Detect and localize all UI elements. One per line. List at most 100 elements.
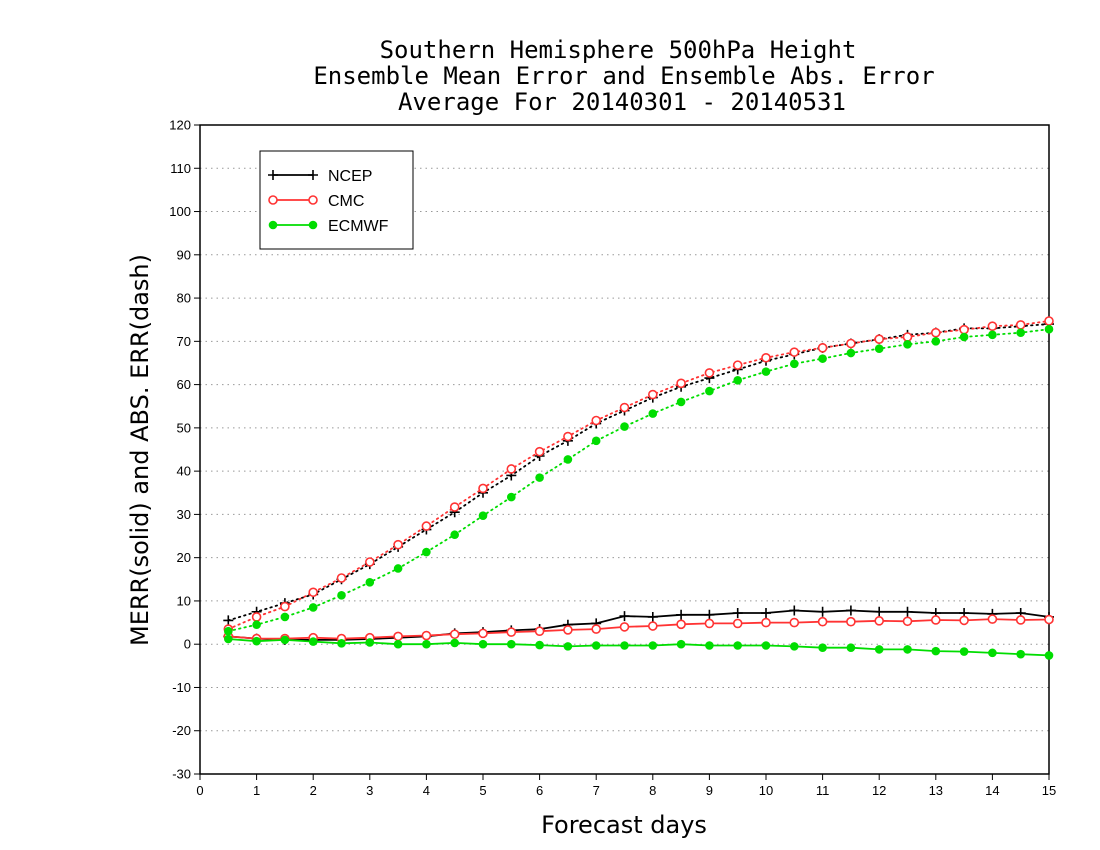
x-tick-label: 0 [196, 783, 203, 798]
y-tick-label: 50 [177, 420, 191, 435]
ecmwf-merr-point [224, 634, 233, 644]
ecmwf-merr-point [959, 647, 969, 656]
cmc-merr-point [563, 625, 573, 635]
ecmwf-merr-point [280, 635, 290, 645]
x-tick-label: 10 [759, 783, 773, 798]
y-tick-label: -10 [172, 680, 191, 695]
ecmwf-abs-err-point [393, 564, 403, 573]
ecmwf-merr-point [846, 643, 856, 652]
cmc-abs-err-point [591, 415, 602, 426]
ecmwf-abs-err-point [931, 337, 941, 346]
ecmwf-abs-err-point [563, 455, 573, 464]
x-tick-label: 2 [310, 783, 317, 798]
y-tick-label: 110 [170, 161, 191, 176]
cmc-merr-point [987, 614, 998, 624]
cmc-abs-err-point [676, 378, 686, 389]
ecmwf-merr-point [1016, 649, 1025, 659]
x-tick-label: 9 [706, 783, 713, 798]
x-tick-label: 13 [929, 783, 943, 798]
y-tick-label: 80 [177, 291, 191, 306]
ecmwf-abs-err-point [648, 409, 658, 418]
ecmwf-abs-err-point [507, 492, 516, 502]
ecmwf-merr-point [903, 645, 912, 654]
plot-frame [199, 124, 1050, 775]
cmc-abs-err-point [647, 389, 658, 400]
ecmwf-merr-point [478, 639, 488, 649]
y-tick-label: 120 [169, 118, 191, 133]
y-tick-label: 90 [177, 247, 191, 262]
ecmwf-merr-point [790, 642, 799, 651]
cmc-merr-point [676, 619, 686, 630]
ecmwf-abs-err-point [365, 578, 375, 587]
cmc-merr-point [930, 615, 941, 625]
ecmwf-merr-point [337, 639, 346, 648]
cmc-merr-point [449, 629, 460, 640]
ecmwf-merr-line [228, 638, 1050, 657]
y-tick-label: 40 [177, 464, 191, 479]
cmc-abs-err-point [1044, 316, 1054, 326]
cmc-abs-err-line [227, 320, 1050, 630]
cmc-abs-err-point [421, 521, 432, 531]
ecmwf-abs-err-point [705, 386, 714, 396]
ecmwf-merr-point [818, 643, 827, 652]
x-tick-label: 12 [872, 783, 886, 798]
cmc-abs-err-point [449, 502, 460, 512]
series-cmc [223, 316, 1054, 644]
chart-title-line-3: Average For 20140301 - 20140531 [398, 88, 846, 116]
ncep-merr-point [817, 606, 828, 617]
y-tick-label: 70 [177, 334, 191, 349]
ecmwf-abs-err-point [591, 436, 601, 446]
ecmwf-abs-err-point [676, 397, 686, 407]
cmc-abs-err-point [987, 321, 998, 331]
ecmwf-merr-point [648, 641, 658, 650]
legend-label: CMC [328, 193, 364, 210]
ecmwf-abs-err-point [422, 547, 431, 557]
ecmwf-merr-point [705, 641, 714, 650]
cmc-abs-err-point [704, 368, 715, 378]
ecmwf-abs-err-line [227, 328, 1050, 633]
cmc-abs-err-point [874, 334, 885, 344]
y-tick-label: 100 [169, 204, 191, 219]
ecmwf-abs-err-point [959, 332, 969, 342]
y-axis-label: MERR(solid) and ABS. ERR(dash) [126, 254, 154, 646]
ecmwf-abs-err-point [874, 344, 884, 353]
x-tick-label: 3 [366, 783, 373, 798]
cmc-abs-err-point [364, 557, 375, 567]
chart-title: Southern Hemisphere 500hPa Height Ensemb… [313, 36, 934, 116]
ecmwf-merr-point [733, 641, 742, 650]
legend-item-ncep: NCEP [268, 168, 372, 185]
ecmwf-merr-point [931, 646, 941, 656]
ecmwf-abs-err-point [535, 473, 544, 482]
ecmwf-merr-point [393, 639, 403, 649]
ecmwf-merr-point [450, 638, 460, 648]
cmc-merr-point [959, 615, 969, 626]
ecmwf-merr-point [365, 638, 375, 647]
ecmwf-abs-err-point [620, 422, 629, 431]
legend-item-ecmwf: ECMWF [268, 218, 389, 235]
ncep-abs-err-line [227, 323, 1050, 622]
x-tick-label: 1 [253, 783, 260, 798]
ecmwf-merr-point [620, 641, 629, 650]
ecmwf-abs-err-point [252, 620, 261, 630]
ncep-merr-line [228, 609, 1050, 641]
x-tick-label: 7 [593, 783, 600, 798]
cmc-merr-point [846, 616, 856, 627]
cmc-abs-err-point [1015, 320, 1026, 330]
cmc-abs-err-point [959, 324, 969, 335]
cmc-abs-err-point [817, 343, 828, 353]
legend-label: NCEP [328, 168, 372, 185]
ecmwf-abs-err-point [790, 359, 799, 369]
cmc-abs-err-point [251, 612, 262, 622]
ecmwf-abs-err-point [903, 340, 912, 349]
ecmwf-merr-point [507, 639, 516, 649]
ecmwf-abs-err-point [761, 367, 771, 376]
ecmwf-abs-err-point [1016, 328, 1025, 337]
ecmwf-abs-err-point [478, 511, 488, 520]
cmc-merr-point [478, 628, 488, 639]
x-tick-label: 15 [1042, 783, 1056, 798]
legend-item-cmc: CMC [268, 193, 364, 210]
cmc-merr-point [902, 616, 913, 627]
ecmwf-abs-err-point [1044, 324, 1054, 334]
